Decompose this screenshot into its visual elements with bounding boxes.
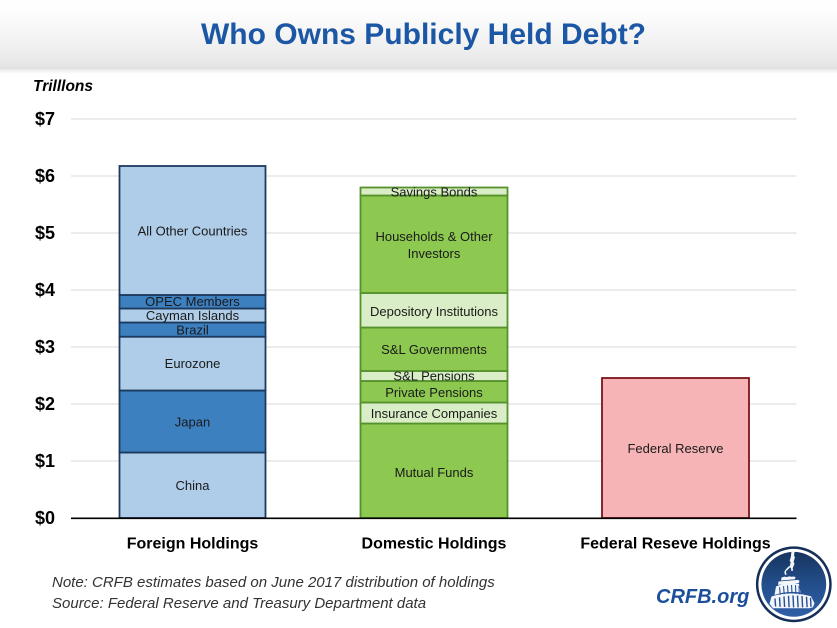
svg-text:Japan: Japan — [175, 415, 210, 430]
svg-text:Foreign Holdings: Foreign Holdings — [127, 536, 259, 553]
svg-text:Investors: Investors — [408, 246, 461, 261]
svg-text:Cayman Islands: Cayman Islands — [146, 308, 240, 323]
svg-text:Private Pensions: Private Pensions — [385, 385, 483, 400]
svg-text:$4: $4 — [35, 280, 55, 300]
svg-text:$0: $0 — [35, 508, 55, 528]
svg-text:OPEC Members: OPEC Members — [145, 294, 240, 309]
svg-text:Eurozone: Eurozone — [165, 356, 221, 371]
svg-text:S&L Pensions: S&L Pensions — [393, 369, 475, 384]
svg-text:China: China — [176, 478, 211, 493]
svg-text:Households & Other: Households & Other — [375, 229, 493, 244]
svg-text:Depository Institutions: Depository Institutions — [370, 304, 498, 319]
svg-text:Savings Bonds: Savings Bonds — [391, 185, 478, 200]
svg-text:S&L Governments: S&L Governments — [381, 342, 487, 357]
svg-text:Federal Reseve Holdings: Federal Reseve Holdings — [580, 536, 770, 553]
svg-text:$6: $6 — [35, 166, 55, 186]
svg-text:$5: $5 — [35, 223, 55, 243]
svg-text:Federal Reserve: Federal Reserve — [627, 441, 723, 456]
svg-text:$1: $1 — [35, 451, 55, 471]
svg-text:Insurance Companies: Insurance Companies — [371, 406, 498, 421]
svg-text:$3: $3 — [35, 337, 55, 357]
svg-text:$2: $2 — [35, 394, 55, 414]
svg-text:Domestic Holdings: Domestic Holdings — [362, 536, 507, 553]
svg-text:Mutual Funds: Mutual Funds — [395, 465, 474, 480]
svg-text:Brazil: Brazil — [176, 322, 209, 337]
svg-text:$7: $7 — [35, 109, 55, 129]
svg-text:All Other Countries: All Other Countries — [138, 224, 248, 239]
